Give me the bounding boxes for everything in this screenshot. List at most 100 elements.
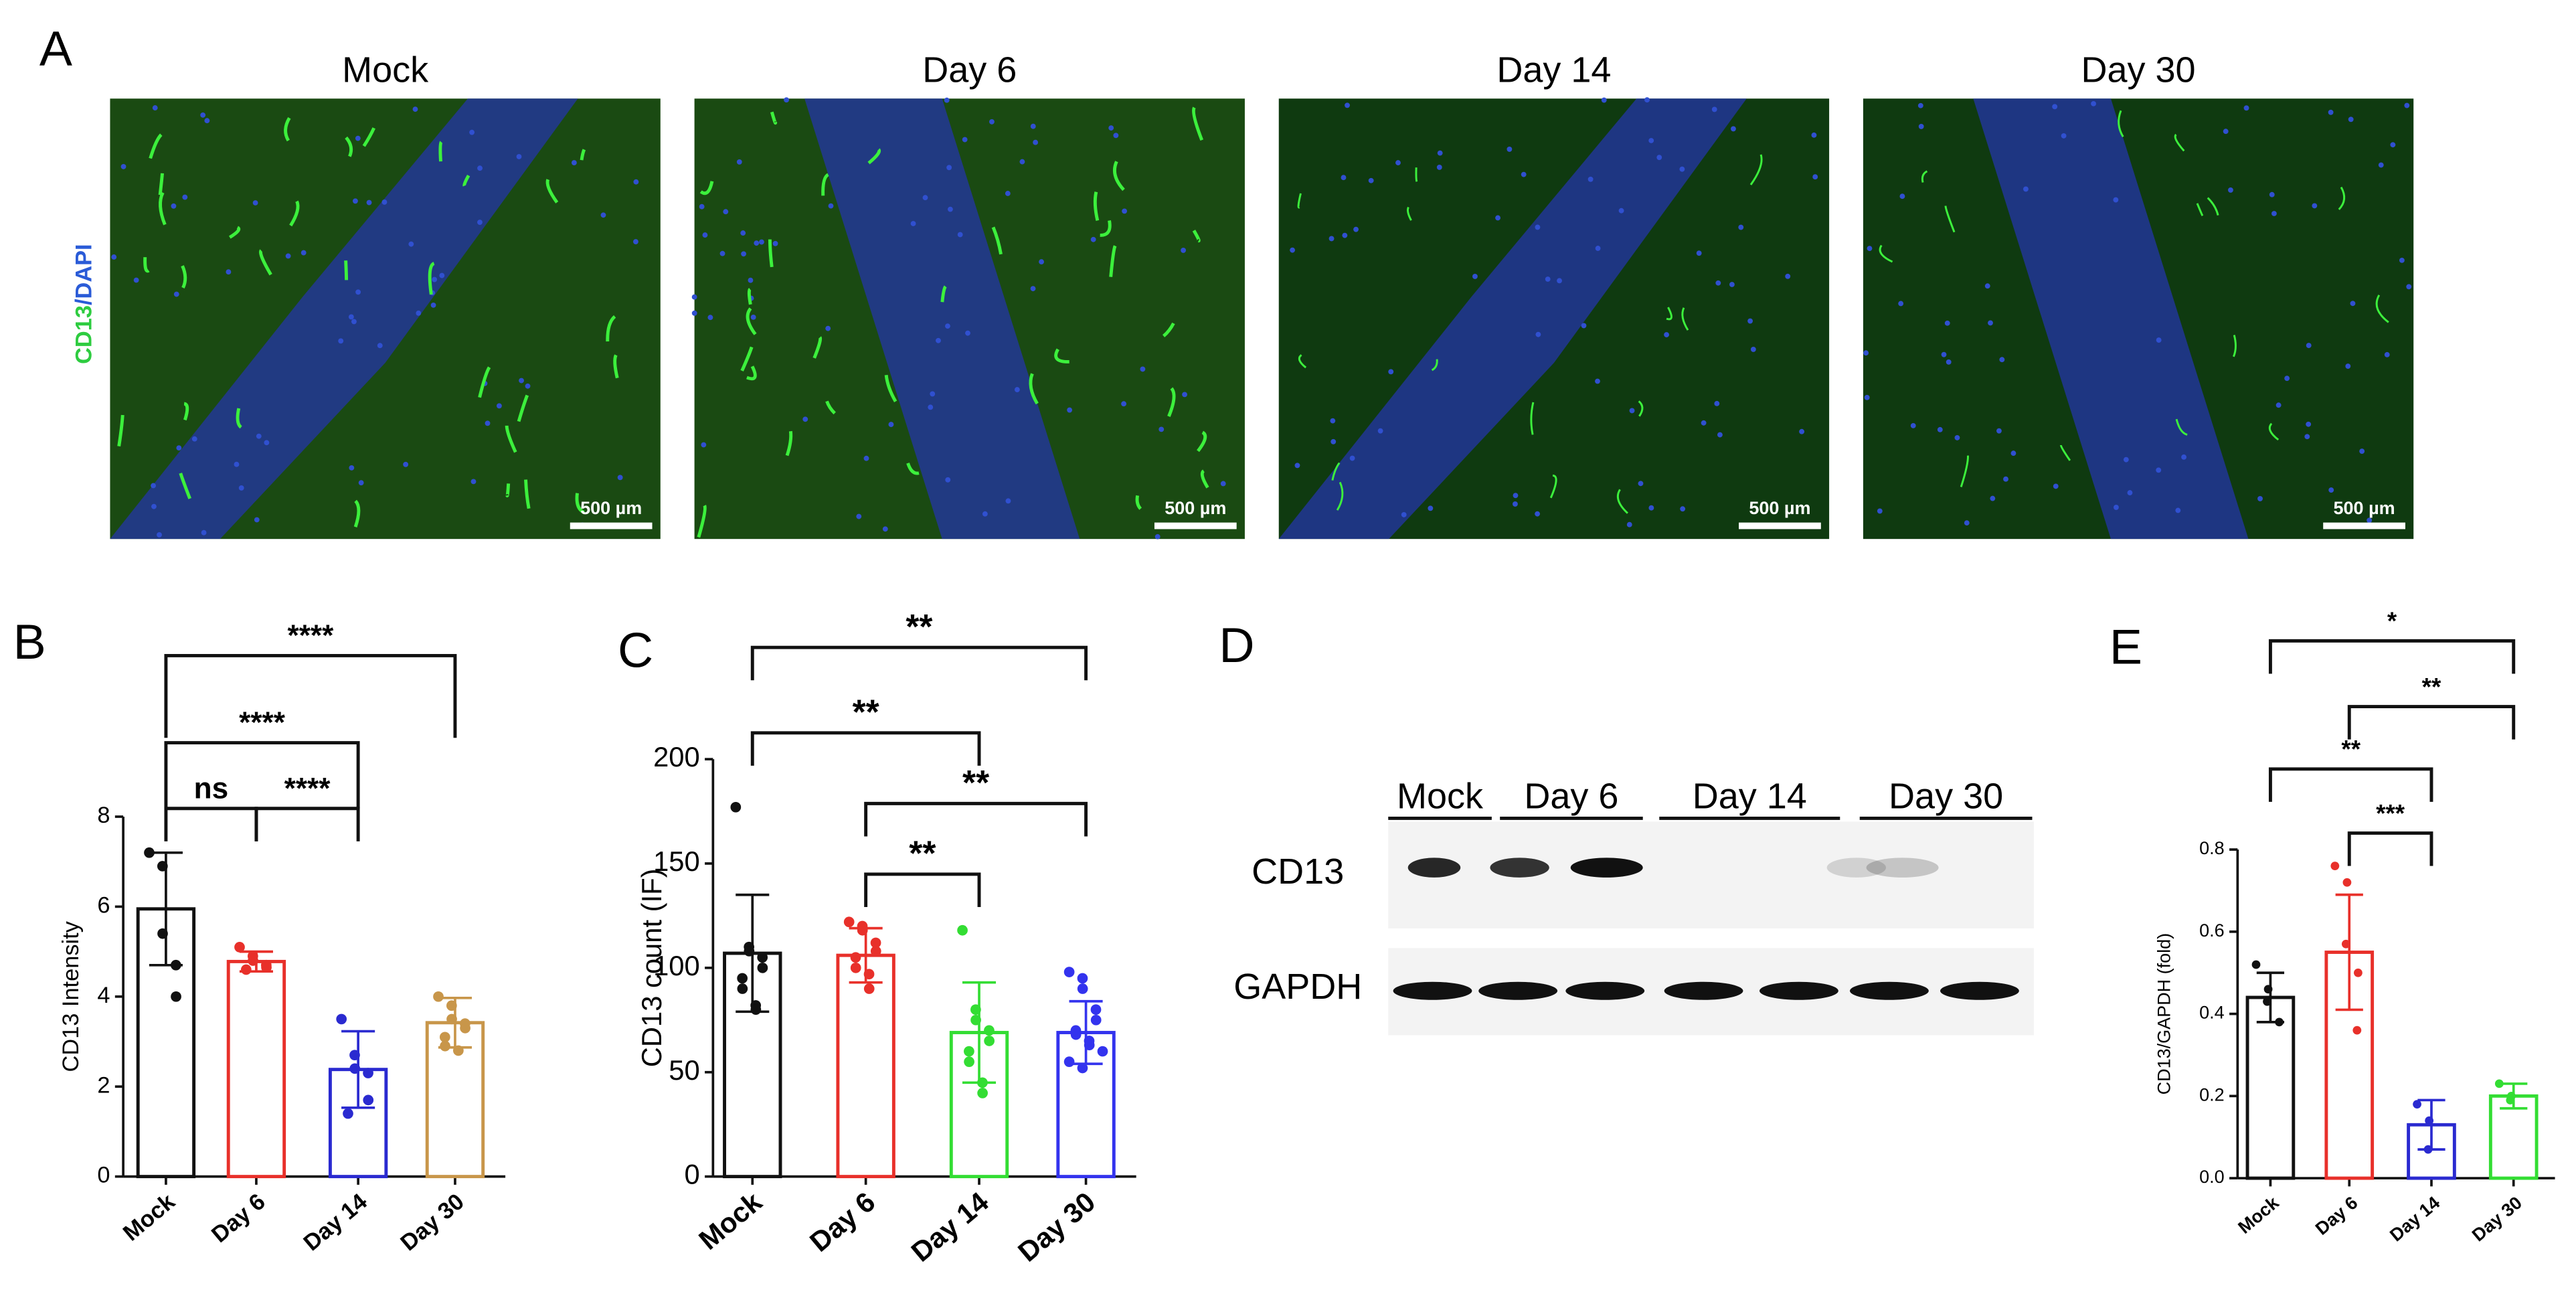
nucleus bbox=[1717, 432, 1723, 438]
vessel bbox=[2174, 133, 2185, 152]
nucleus bbox=[1349, 455, 1355, 461]
nucleus bbox=[1595, 378, 1600, 384]
nucleus bbox=[1005, 498, 1011, 504]
nucleus bbox=[1395, 160, 1401, 166]
nucleus bbox=[1495, 215, 1500, 221]
nucleus bbox=[633, 179, 639, 185]
nucleus bbox=[252, 200, 258, 206]
nucleus bbox=[2223, 129, 2229, 135]
vessel bbox=[1192, 106, 1204, 141]
nucleus bbox=[1601, 97, 1607, 103]
data-point bbox=[870, 937, 881, 949]
nucleus bbox=[1182, 392, 1187, 398]
vessel bbox=[825, 400, 836, 415]
data-point bbox=[964, 1056, 974, 1068]
nucleus bbox=[234, 461, 240, 467]
nucleus bbox=[2306, 343, 2312, 348]
vessel bbox=[229, 226, 241, 239]
nucleus bbox=[2053, 483, 2059, 489]
nucleus bbox=[1715, 280, 1721, 286]
nucleus bbox=[617, 475, 623, 481]
nucleus bbox=[1587, 176, 1594, 182]
vessel bbox=[236, 408, 242, 429]
data-point bbox=[1084, 1040, 1095, 1051]
vessel bbox=[517, 394, 529, 422]
nucleus bbox=[1090, 236, 1096, 242]
nucleus bbox=[784, 97, 790, 103]
y-tick-label: 0 bbox=[97, 1163, 110, 1188]
significance-bracket bbox=[2347, 705, 2516, 740]
nucleus bbox=[945, 477, 951, 483]
vessel bbox=[2268, 422, 2280, 441]
image-title: Mock bbox=[342, 50, 429, 90]
nucleus bbox=[256, 433, 262, 439]
micrograph bbox=[691, 97, 1245, 540]
data-point bbox=[1090, 1004, 1102, 1015]
nucleus bbox=[2328, 109, 2334, 115]
vessel bbox=[2175, 418, 2188, 436]
nucleus bbox=[1122, 208, 1128, 214]
nucleus bbox=[238, 485, 244, 491]
nucleus bbox=[157, 532, 162, 538]
data-point bbox=[2423, 1145, 2433, 1154]
vessel bbox=[1197, 430, 1207, 453]
micrograph bbox=[1863, 98, 2414, 540]
nucleus bbox=[750, 314, 756, 320]
nuclei-band bbox=[804, 98, 1080, 540]
nucleus bbox=[2271, 211, 2277, 216]
scale-bar bbox=[570, 522, 653, 529]
vessel bbox=[1549, 474, 1557, 499]
nucleus bbox=[1014, 387, 1020, 393]
nucleus bbox=[2345, 363, 2351, 369]
scale-bar-label: 500 µm bbox=[580, 498, 642, 518]
data-point bbox=[453, 1045, 464, 1056]
nucleus bbox=[204, 118, 210, 124]
bar bbox=[2407, 1123, 2456, 1180]
nucleus bbox=[2404, 102, 2410, 108]
nucleus bbox=[1937, 426, 1943, 432]
nucleus bbox=[828, 203, 834, 209]
data-point bbox=[2342, 878, 2352, 887]
panel-label: D bbox=[1219, 617, 1254, 673]
vessel bbox=[1944, 206, 1956, 233]
panel-label: A bbox=[39, 21, 72, 76]
nucleus bbox=[1618, 208, 1624, 214]
nucleus bbox=[1626, 521, 1632, 527]
nucleus bbox=[1999, 357, 2005, 363]
vessel bbox=[1336, 481, 1344, 511]
data-point bbox=[843, 916, 855, 928]
blot bbox=[1388, 821, 2034, 928]
nucleus bbox=[1731, 126, 1736, 132]
significance-label: ** bbox=[909, 834, 936, 873]
nucleus bbox=[910, 221, 916, 226]
data-point bbox=[1063, 1056, 1075, 1068]
vessel bbox=[768, 239, 774, 268]
nucleus bbox=[2003, 476, 2008, 482]
nucleus bbox=[2359, 448, 2365, 455]
blot-band bbox=[1850, 981, 1929, 1000]
vessel bbox=[1192, 230, 1201, 243]
nucleus bbox=[1113, 133, 1119, 139]
nucleus bbox=[1039, 259, 1045, 265]
vessel bbox=[2059, 444, 2071, 461]
data-point bbox=[850, 963, 861, 973]
nucleus bbox=[1345, 102, 1350, 108]
nucleus bbox=[2284, 376, 2290, 382]
nucleus bbox=[772, 240, 778, 246]
nucleus bbox=[633, 239, 638, 244]
vessel bbox=[438, 141, 443, 162]
data-point bbox=[863, 983, 875, 994]
data-point bbox=[349, 1063, 361, 1074]
blot-band bbox=[1478, 981, 1558, 1000]
nucleus bbox=[516, 154, 522, 159]
nucleus bbox=[226, 269, 232, 275]
vessel bbox=[505, 425, 517, 453]
vessel bbox=[1054, 348, 1069, 363]
nucleus bbox=[2276, 402, 2282, 408]
data-point bbox=[433, 991, 444, 1002]
nucleus bbox=[962, 137, 968, 143]
data-point bbox=[2413, 1100, 2421, 1109]
nucleus bbox=[1437, 150, 1443, 156]
nucleus bbox=[2367, 517, 2373, 523]
nucleus bbox=[1867, 246, 1873, 252]
